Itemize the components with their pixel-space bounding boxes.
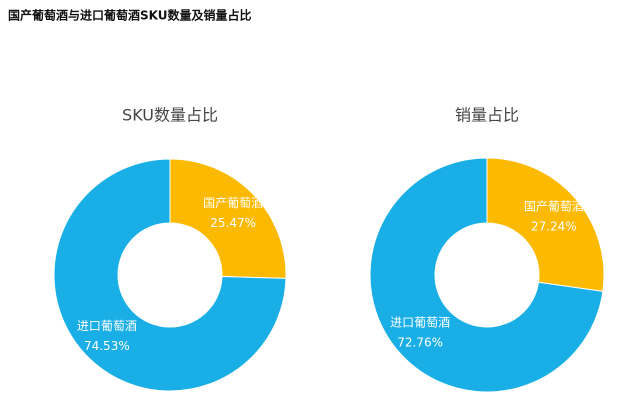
slice-category: 国产葡萄酒: [524, 199, 584, 213]
slice-value-label: 74.53%: [84, 339, 130, 353]
chart-title: 销量占比: [455, 106, 519, 125]
donut-slice: [486, 157, 605, 292]
slice-value-label: 25.47%: [210, 216, 256, 230]
slice-category: 进口葡萄酒: [390, 316, 450, 330]
donut-slice: [369, 157, 604, 393]
slice-value-label: 27.24%: [531, 219, 577, 233]
slice-category: 国产葡萄酒: [203, 196, 263, 210]
donut-slice: [169, 158, 287, 279]
chart-title: SKU数量占比: [122, 106, 218, 125]
slice-value-label: 72.76%: [397, 336, 443, 350]
page-title: 国产葡萄酒与进口葡萄酒SKU数量及销量占比: [8, 8, 251, 23]
slice-category: 进口葡萄酒: [77, 319, 137, 333]
donut-slice: [53, 158, 287, 392]
